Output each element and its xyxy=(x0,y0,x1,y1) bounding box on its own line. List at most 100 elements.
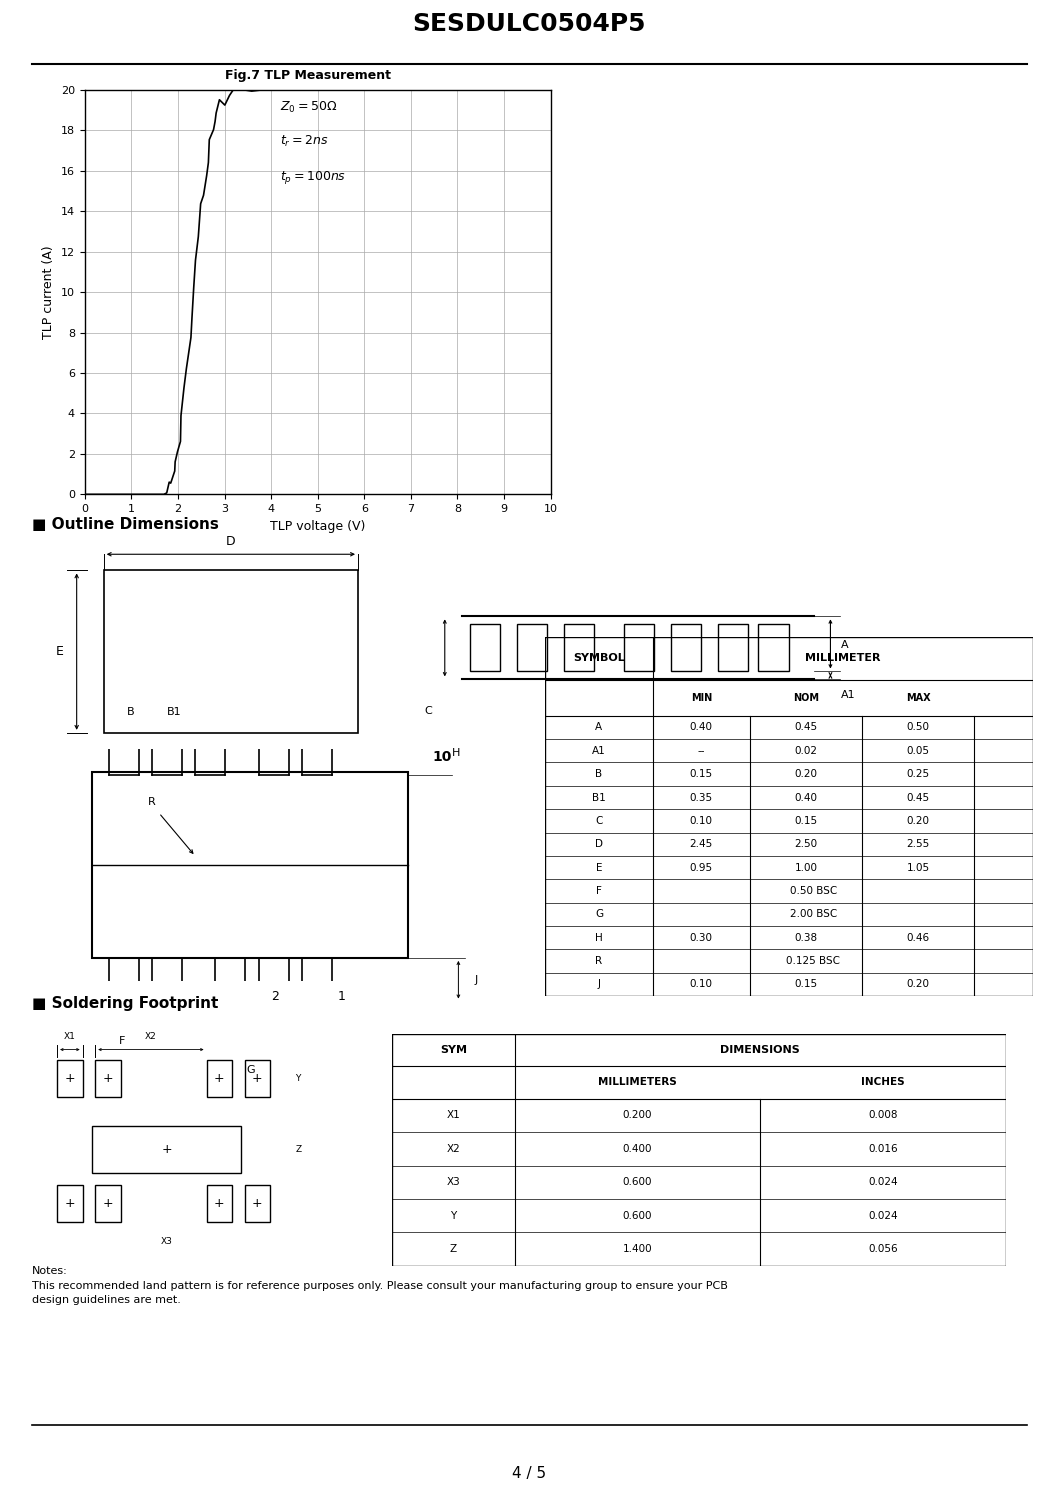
Bar xyxy=(517,625,548,671)
Text: 0.024: 0.024 xyxy=(868,1210,898,1221)
Text: Z: Z xyxy=(295,1144,302,1155)
Bar xyxy=(671,625,701,671)
Text: E: E xyxy=(56,646,64,658)
Text: B1: B1 xyxy=(166,707,181,718)
Bar xyxy=(758,625,789,671)
Text: MAX: MAX xyxy=(905,692,931,703)
Text: 1: 1 xyxy=(338,990,346,1002)
Text: 0.05: 0.05 xyxy=(907,746,930,756)
Text: +: + xyxy=(65,1197,75,1210)
Text: 2: 2 xyxy=(271,990,280,1002)
Text: H: H xyxy=(595,933,603,942)
Text: X1: X1 xyxy=(447,1110,460,1121)
Text: 0.15: 0.15 xyxy=(794,980,818,990)
Text: 0.15: 0.15 xyxy=(689,768,713,779)
Bar xyxy=(95,1185,121,1222)
Bar xyxy=(563,625,594,671)
Text: 0.40: 0.40 xyxy=(794,792,818,803)
Text: Z: Z xyxy=(450,1245,456,1254)
Text: 2.45: 2.45 xyxy=(689,839,713,849)
Text: MILLIMETER: MILLIMETER xyxy=(805,653,880,664)
Text: H: H xyxy=(452,749,460,758)
Text: $t_p = 100ns$: $t_p = 100ns$ xyxy=(281,169,346,186)
Text: MIN: MIN xyxy=(690,692,712,703)
Text: 0.45: 0.45 xyxy=(907,792,930,803)
Text: A: A xyxy=(841,640,848,650)
Text: +: + xyxy=(161,1143,173,1156)
Text: +: + xyxy=(252,1197,263,1210)
Text: $t_r = 2ns$: $t_r = 2ns$ xyxy=(281,135,328,150)
Text: 0.95: 0.95 xyxy=(689,863,713,873)
Text: F: F xyxy=(119,1037,125,1046)
Text: 0.02: 0.02 xyxy=(794,746,818,756)
Bar xyxy=(718,625,749,671)
Text: SESDULC0504P5: SESDULC0504P5 xyxy=(413,12,646,36)
Text: 0.125 BSC: 0.125 BSC xyxy=(787,956,840,966)
X-axis label: TLP voltage (V): TLP voltage (V) xyxy=(270,520,365,533)
Text: G: G xyxy=(246,1065,255,1076)
Text: J: J xyxy=(475,975,479,984)
Text: 1.00: 1.00 xyxy=(794,863,818,873)
Bar xyxy=(245,1185,270,1222)
Text: C: C xyxy=(425,706,432,716)
Text: 0.45: 0.45 xyxy=(794,722,818,733)
Text: --: -- xyxy=(698,746,705,756)
Text: DIMENSIONS: DIMENSIONS xyxy=(720,1046,801,1055)
Text: ■ Outline Dimensions: ■ Outline Dimensions xyxy=(32,517,218,532)
Text: J: J xyxy=(597,980,600,990)
Text: ■ Soldering Footprint: ■ Soldering Footprint xyxy=(32,996,218,1011)
Text: 0.200: 0.200 xyxy=(623,1110,652,1121)
Bar xyxy=(207,1059,232,1098)
Text: 2.00 BSC: 2.00 BSC xyxy=(790,909,837,920)
Text: $Z_0 = 50\Omega$: $Z_0 = 50\Omega$ xyxy=(281,100,338,115)
Text: X3: X3 xyxy=(447,1177,460,1188)
Bar xyxy=(624,625,654,671)
Text: B: B xyxy=(127,707,134,718)
Text: 0.10: 0.10 xyxy=(689,816,713,825)
Text: R: R xyxy=(595,956,603,966)
Text: +: + xyxy=(103,1073,113,1085)
Text: 0.600: 0.600 xyxy=(623,1210,652,1221)
Text: +: + xyxy=(65,1073,75,1085)
Bar xyxy=(92,1126,241,1173)
Y-axis label: TLP current (A): TLP current (A) xyxy=(42,246,55,339)
Text: +: + xyxy=(214,1073,225,1085)
Bar xyxy=(57,1185,83,1222)
Text: 1.400: 1.400 xyxy=(623,1245,652,1254)
Text: A: A xyxy=(595,722,603,733)
Text: A1: A1 xyxy=(841,691,855,700)
Text: +: + xyxy=(103,1197,113,1210)
Text: B1: B1 xyxy=(592,792,606,803)
Text: E: E xyxy=(596,863,603,873)
Text: 1.05: 1.05 xyxy=(907,863,930,873)
Text: 0.10: 0.10 xyxy=(689,980,713,990)
Bar xyxy=(470,625,500,671)
Text: R: R xyxy=(148,797,156,807)
Text: 0.50 BSC: 0.50 BSC xyxy=(790,885,837,896)
Bar xyxy=(104,571,358,733)
Text: C: C xyxy=(595,816,603,825)
Text: 0.46: 0.46 xyxy=(907,933,930,942)
Text: 0.600: 0.600 xyxy=(623,1177,652,1188)
Text: MILLIMETERS: MILLIMETERS xyxy=(598,1077,677,1088)
Text: D: D xyxy=(226,535,236,548)
Text: +: + xyxy=(214,1197,225,1210)
Text: Y: Y xyxy=(295,1074,301,1083)
Text: 0.35: 0.35 xyxy=(689,792,713,803)
Text: 0.024: 0.024 xyxy=(868,1177,898,1188)
Text: A1: A1 xyxy=(592,746,606,756)
Text: G: G xyxy=(595,909,603,920)
Text: +: + xyxy=(252,1073,263,1085)
Text: 0.20: 0.20 xyxy=(907,816,930,825)
Text: X1: X1 xyxy=(64,1032,76,1041)
Text: 2.55: 2.55 xyxy=(907,839,930,849)
Bar xyxy=(245,1059,270,1098)
Bar xyxy=(207,1185,232,1222)
Text: 0.20: 0.20 xyxy=(907,980,930,990)
Text: 0.30: 0.30 xyxy=(689,933,713,942)
Text: SYM: SYM xyxy=(439,1046,467,1055)
Text: 0.400: 0.400 xyxy=(623,1144,652,1153)
Text: F: F xyxy=(596,885,602,896)
Text: 0.25: 0.25 xyxy=(907,768,930,779)
Text: X3: X3 xyxy=(161,1237,173,1246)
